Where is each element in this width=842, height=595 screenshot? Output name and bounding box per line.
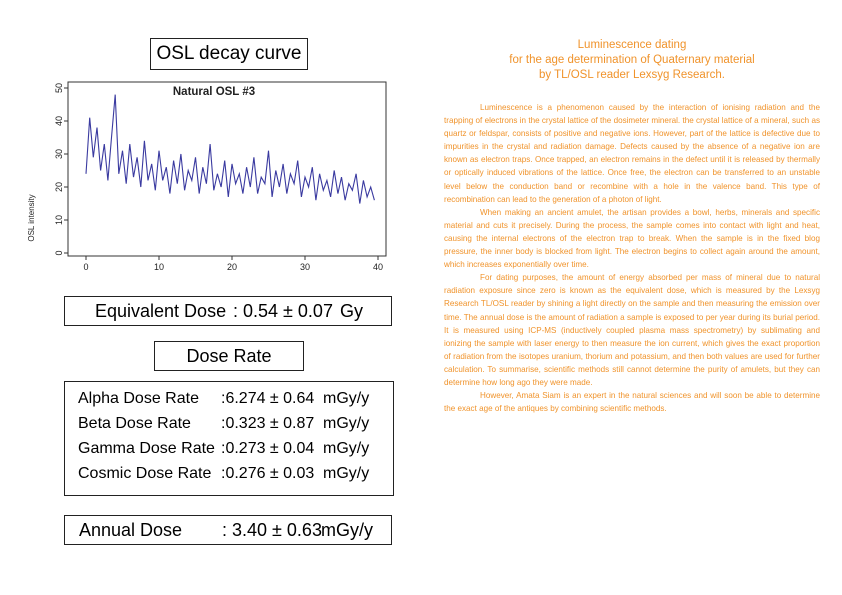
article-paragraph: When making an ancient amulet, the artis… bbox=[444, 207, 820, 270]
dose-rate-title-box: Dose Rate bbox=[154, 341, 304, 371]
rate-unit: mGy/y bbox=[323, 415, 370, 432]
chart-series bbox=[85, 94, 375, 204]
rate-name: Gamma Dose Rate bbox=[78, 440, 215, 457]
rate-value: :6.274 ± 0.64 bbox=[221, 390, 315, 407]
dose-rate-title: Dose Rate bbox=[186, 346, 272, 366]
y-tick-label: 40 bbox=[54, 116, 64, 126]
y-tick-label: 10 bbox=[54, 215, 64, 225]
chart-plot-title: Natural OSL #3 bbox=[173, 86, 255, 98]
article-paragraph: However, Amata Siam is an expert in the … bbox=[444, 391, 820, 414]
article-title-line: for the age determination of Quaternary … bbox=[509, 54, 755, 66]
annual-dose-box: Annual Dose : 3.40 ± 0.63 mGy/y bbox=[64, 515, 392, 545]
y-tick-label: 0 bbox=[54, 250, 64, 255]
rate-name: Cosmic Dose Rate bbox=[78, 465, 212, 482]
rate-unit: mGy/y bbox=[323, 390, 370, 407]
article-paragraph: For dating purposes, the amount of energ… bbox=[444, 273, 820, 387]
rate-value: :0.276 ± 0.03 bbox=[221, 465, 315, 482]
equivalent-dose-unit: Gy bbox=[340, 301, 364, 321]
article-paragraph: Luminescence is a phenomenon caused by t… bbox=[444, 103, 820, 204]
osl-series-line bbox=[85, 94, 375, 204]
rate-value: :0.323 ± 0.87 bbox=[221, 415, 315, 432]
annual-dose-value: : 3.40 ± 0.63 bbox=[222, 520, 322, 540]
chart-title-box: OSL decay curve bbox=[150, 38, 308, 70]
annual-dose-unit: mGy/y bbox=[321, 520, 373, 540]
equivalent-dose-label: Equivalent Dose bbox=[95, 301, 227, 321]
equivalent-dose-value: : 0.54 ± 0.07 bbox=[233, 301, 333, 321]
x-tick-label: 10 bbox=[154, 262, 164, 272]
equivalent-dose-box: Equivalent Dose : 0.54 ± 0.07 Gy bbox=[64, 296, 392, 326]
rate-value: :0.273 ± 0.04 bbox=[221, 440, 315, 457]
chart-axes: 0 10 20 30 40 50 0 10 20 30 40 bbox=[54, 81, 387, 272]
y-axis-label: OSL intensity bbox=[27, 194, 36, 241]
rate-unit: mGy/y bbox=[323, 440, 370, 457]
x-tick-label: 30 bbox=[300, 262, 310, 272]
x-tick-label: 20 bbox=[227, 262, 237, 272]
x-tick-label: 0 bbox=[83, 262, 88, 272]
article-title: Luminescence dating for the age determin… bbox=[444, 38, 820, 83]
article-title-line: Luminescence dating bbox=[577, 39, 687, 51]
rate-unit: mGy/y bbox=[323, 465, 370, 482]
x-tick-label: 40 bbox=[373, 262, 383, 272]
dose-rates-box: Alpha Dose Rate :6.274 ± 0.64 mGy/y Beta… bbox=[64, 381, 394, 496]
rate-name: Alpha Dose Rate bbox=[78, 390, 199, 407]
plot-frame bbox=[67, 81, 387, 257]
chart-title-box-label: OSL decay curve bbox=[156, 43, 302, 64]
y-tick-label: 30 bbox=[54, 149, 64, 159]
article: Luminescence dating for the age determin… bbox=[444, 38, 820, 415]
y-tick-label: 20 bbox=[54, 182, 64, 192]
rate-name: Beta Dose Rate bbox=[78, 415, 191, 432]
annual-dose-label: Annual Dose bbox=[79, 520, 183, 540]
y-tick-label: 50 bbox=[54, 83, 64, 93]
osl-decay-chart: OSL intensity 0 10 20 30 40 50 0 10 20 30 40 Natur… bbox=[27, 81, 387, 272]
article-title-line: by TL/OSL reader Lexsyg Research. bbox=[538, 69, 725, 81]
